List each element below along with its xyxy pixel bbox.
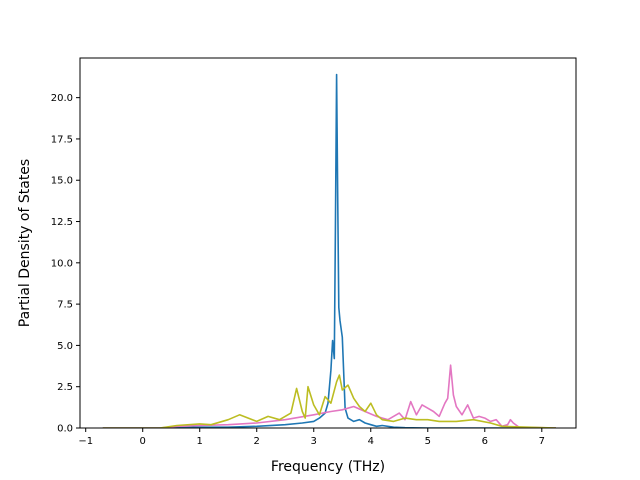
- y-tick-label: 5.0: [57, 341, 73, 352]
- x-tick-label: 6: [482, 436, 488, 447]
- x-tick-label: 3: [311, 436, 317, 447]
- series-layer: [102, 73, 557, 428]
- x-tick-label: 7: [539, 436, 545, 447]
- series-line-3: [102, 374, 557, 428]
- x-tick-label: 0: [140, 436, 146, 447]
- y-tick-label: 20.0: [51, 93, 73, 104]
- x-axis: −1 0 1 2 3 4 5 6 7: [78, 428, 545, 447]
- plot-frame: [79, 57, 577, 429]
- y-tick-label: 10.0: [51, 258, 73, 269]
- y-tick-label: 12.5: [51, 217, 73, 228]
- x-axis-label: Frequency (THz): [271, 459, 385, 475]
- x-tick-label: 2: [254, 436, 260, 447]
- y-tick-label: 2.5: [57, 382, 73, 393]
- series-line-2: [102, 364, 557, 428]
- y-tick-label: 17.5: [51, 134, 73, 145]
- y-tick-label: 15.0: [51, 176, 73, 187]
- x-tick-label: 1: [197, 436, 203, 447]
- y-tick-label: 7.5: [57, 300, 73, 311]
- y-tick-label: 0.0: [57, 424, 73, 435]
- y-axis-label: Partial Density of States: [17, 159, 33, 327]
- series-line-1: [102, 73, 556, 428]
- x-tick-label: 5: [425, 436, 431, 447]
- x-tick-label: 4: [368, 436, 374, 447]
- x-tick-label: −1: [78, 436, 93, 447]
- y-axis: 0.0 2.5 5.0 7.5 10.0 12.5 15.0 17.5 20.0: [51, 93, 80, 435]
